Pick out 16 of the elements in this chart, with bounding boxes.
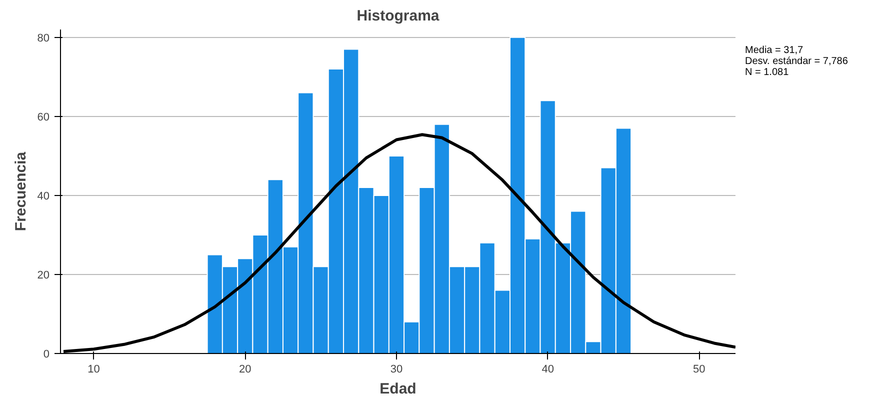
chart-title: Histograma: [356, 8, 440, 24]
text: Desv. estándar = 7,786: [745, 56, 848, 67]
x-tick-label: 10: [88, 364, 100, 376]
y-tick-label: 0: [43, 348, 50, 360]
y-tick-label: 40: [37, 190, 50, 202]
x-axis-title: Edad: [380, 380, 416, 398]
y-axis-title: Frecuencia: [12, 151, 30, 232]
y-tick-label: 20: [37, 269, 50, 282]
text: Media = 31,7: [745, 45, 804, 56]
text: N = 1.081: [745, 67, 789, 78]
x-tick-label: 50: [693, 364, 706, 376]
x-tick-label: 40: [542, 364, 554, 376]
y-tick-label: 80: [37, 32, 50, 44]
x-tick-label: 20: [239, 364, 252, 376]
x-tick-label: 30: [390, 364, 403, 376]
y-tick-label: 60: [37, 111, 50, 124]
